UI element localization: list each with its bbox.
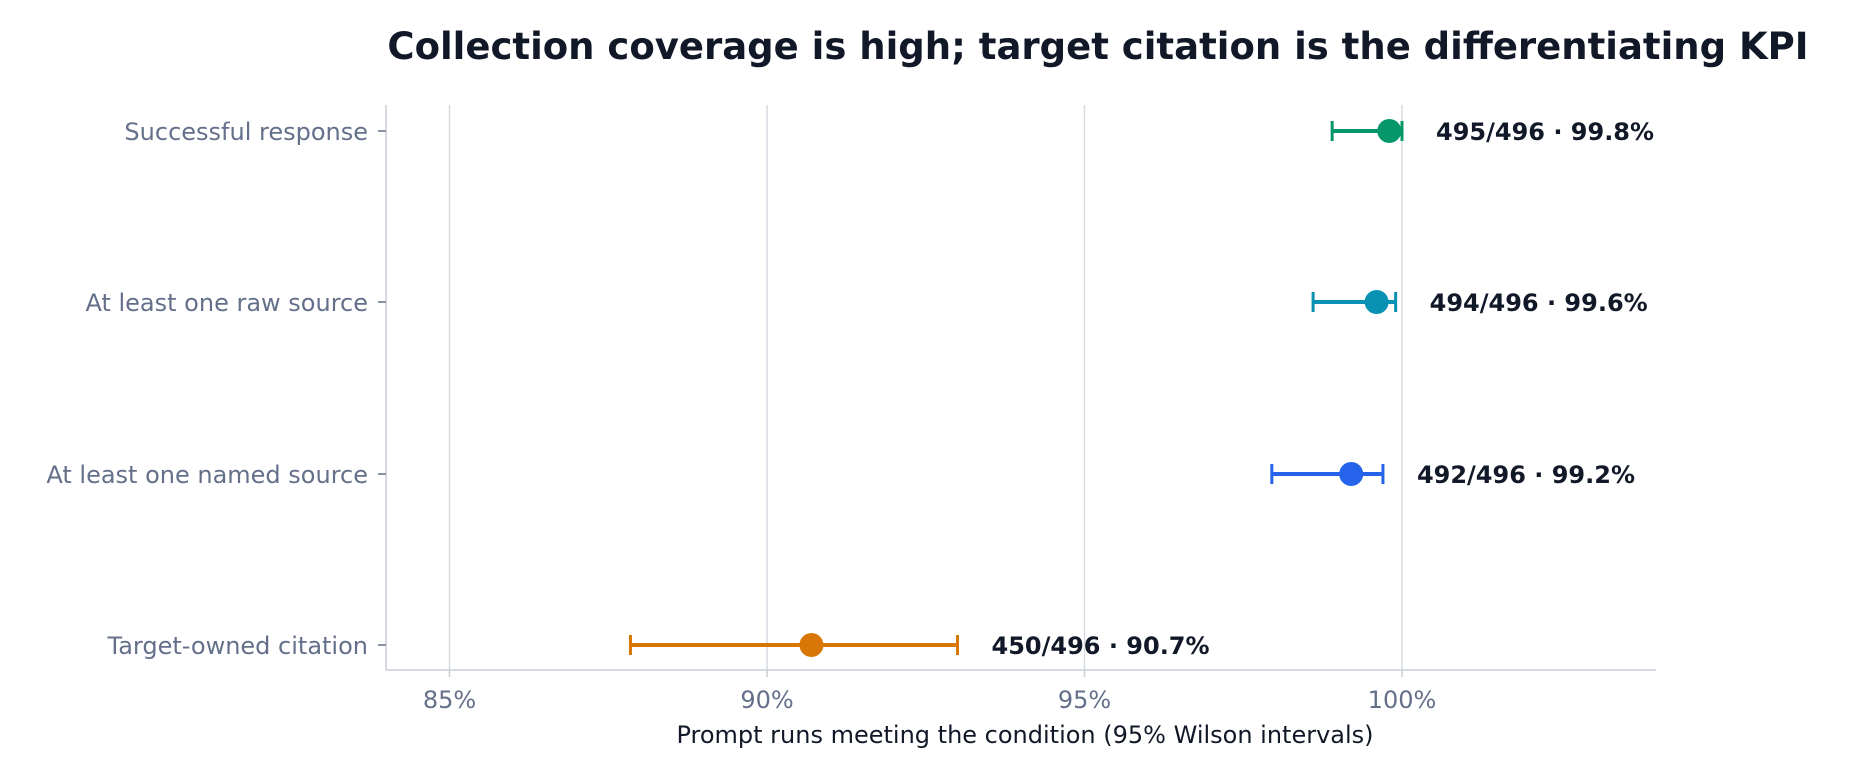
gridlines	[448, 105, 1403, 670]
data-label: 492/496 · 99.2%	[1417, 461, 1635, 489]
point-estimate	[1377, 119, 1402, 143]
axes: 85% 90% 95% 100% Successful response At least…	[46, 105, 1656, 714]
x-tick-label: 90%	[740, 686, 793, 714]
x-tick-label: 85%	[423, 686, 476, 714]
point-estimate	[799, 633, 824, 657]
data-label: 450/496 · 90.7%	[992, 632, 1210, 660]
x-tick-label: 95%	[1058, 686, 1111, 714]
x-tick-label: 100%	[1368, 686, 1437, 714]
chart-title: Collection coverage is high; target cita…	[387, 25, 1808, 68]
y-category-label: At least one raw source	[85, 289, 368, 317]
y-category-label: At least one named source	[46, 461, 368, 489]
data-marks: 495/496 · 99.8% 494/496 · 99.6% 492/496 · …	[628, 118, 1654, 660]
data-label: 494/496 · 99.6%	[1430, 289, 1648, 317]
point-estimate	[1364, 290, 1389, 314]
data-label: 495/496 · 99.8%	[1436, 118, 1654, 146]
y-category-label: Successful response	[124, 118, 368, 146]
x-axis-title: Prompt runs meeting the condition (95% W…	[676, 721, 1373, 749]
point-estimate	[1339, 462, 1364, 486]
y-category-label: Target-owned citation	[107, 632, 368, 660]
